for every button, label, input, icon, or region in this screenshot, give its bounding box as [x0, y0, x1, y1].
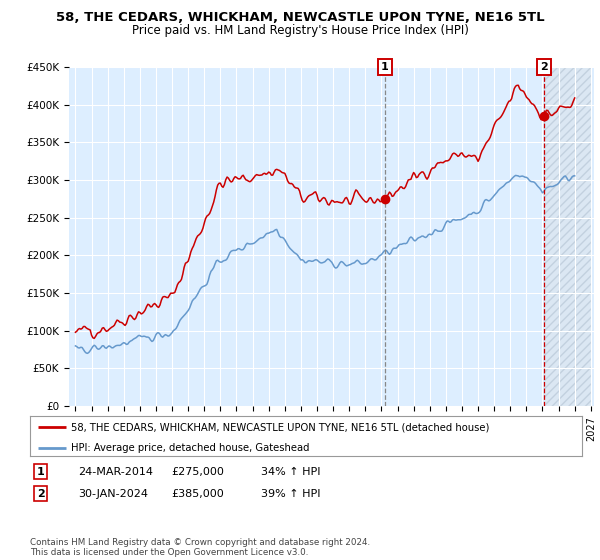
Text: 30-JAN-2024: 30-JAN-2024 — [78, 489, 148, 499]
Text: Price paid vs. HM Land Registry's House Price Index (HPI): Price paid vs. HM Land Registry's House … — [131, 24, 469, 36]
Text: 2: 2 — [37, 489, 44, 499]
Bar — [544, 67, 591, 406]
Text: HPI: Average price, detached house, Gateshead: HPI: Average price, detached house, Gate… — [71, 442, 310, 452]
Bar — [544, 67, 591, 406]
Text: 58, THE CEDARS, WHICKHAM, NEWCASTLE UPON TYNE, NE16 5TL (detached house): 58, THE CEDARS, WHICKHAM, NEWCASTLE UPON… — [71, 422, 490, 432]
Text: 24-MAR-2014: 24-MAR-2014 — [78, 466, 153, 477]
Text: 58, THE CEDARS, WHICKHAM, NEWCASTLE UPON TYNE, NE16 5TL: 58, THE CEDARS, WHICKHAM, NEWCASTLE UPON… — [56, 11, 544, 24]
Text: 39% ↑ HPI: 39% ↑ HPI — [261, 489, 320, 499]
Text: 2: 2 — [540, 62, 548, 72]
Text: 34% ↑ HPI: 34% ↑ HPI — [261, 466, 320, 477]
Text: 1: 1 — [37, 466, 44, 477]
Text: £385,000: £385,000 — [171, 489, 224, 499]
Text: 1: 1 — [381, 62, 389, 72]
Text: Contains HM Land Registry data © Crown copyright and database right 2024.
This d: Contains HM Land Registry data © Crown c… — [30, 538, 370, 557]
Text: £275,000: £275,000 — [171, 466, 224, 477]
